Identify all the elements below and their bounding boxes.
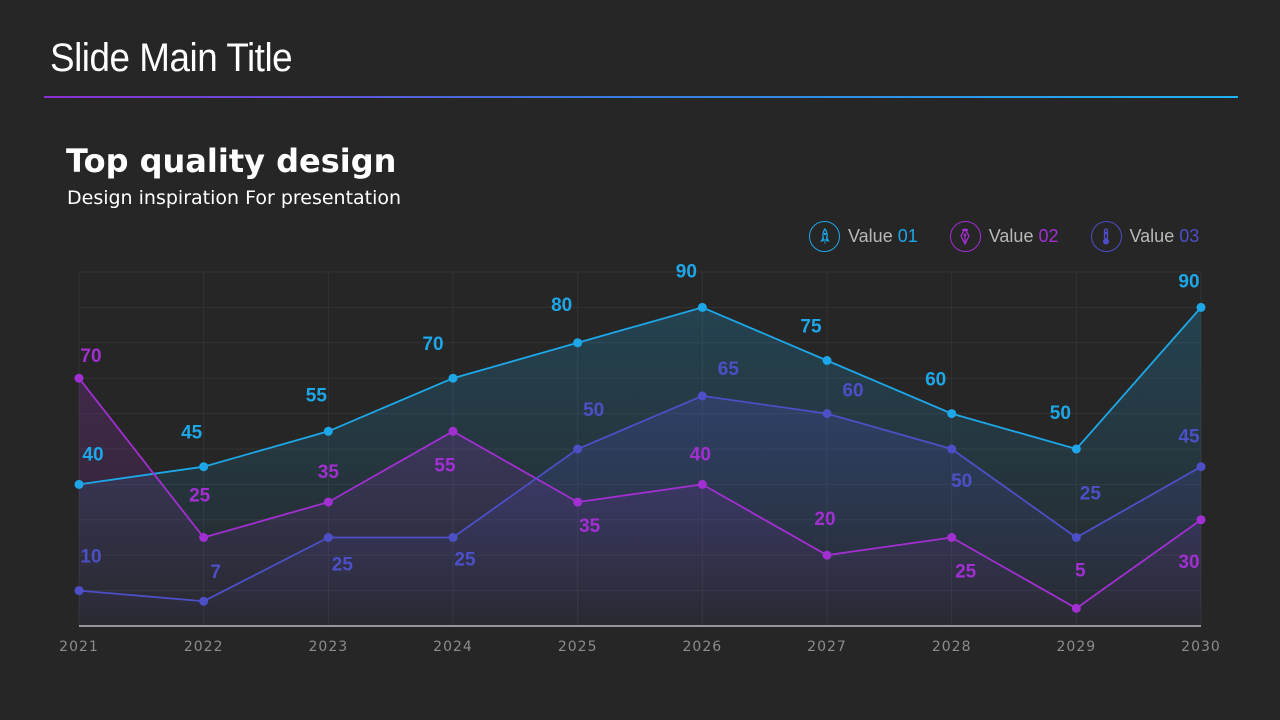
rocket-icon (809, 221, 840, 252)
title-divider (44, 96, 1238, 98)
series-line-2 (78, 377, 1202, 610)
data-point (573, 497, 583, 507)
data-label: 60 (925, 370, 946, 391)
data-point (199, 462, 209, 472)
data-point (448, 426, 458, 436)
data-label: 35 (579, 516, 601, 537)
data-label: 65 (718, 359, 740, 380)
data-label: 50 (1050, 403, 1071, 424)
legend-label: Value 02 (988, 226, 1059, 246)
data-label: 7 (210, 562, 221, 583)
pen-nib-icon (949, 221, 981, 252)
data-point (1196, 462, 1206, 472)
data-point (822, 409, 832, 419)
data-point (697, 479, 707, 489)
x-tick-label: 2022 (184, 639, 224, 655)
data-point (947, 444, 957, 454)
data-point (947, 533, 957, 542)
thermometer-icon (1090, 221, 1122, 252)
data-label: 80 (551, 295, 572, 316)
data-point (1196, 515, 1206, 525)
series-line-3 (78, 394, 1202, 603)
section-subheading: Design inspiration For presentation (67, 187, 402, 209)
data-label: 55 (306, 385, 328, 406)
data-point (199, 533, 209, 542)
data-point (74, 479, 84, 489)
x-tick-label: 2025 (558, 639, 598, 655)
chart-legend: Value 01 Value 02 Value 03 (809, 221, 1199, 252)
data-label: 75 (800, 317, 822, 338)
data-point (323, 533, 333, 542)
data-label: 90 (1178, 271, 1199, 292)
series-line-1 (78, 306, 1202, 486)
slide-title: Slide Main Title (50, 36, 293, 80)
x-tick-label: 2024 (433, 639, 473, 655)
data-point (697, 391, 707, 401)
data-point (448, 373, 458, 383)
x-tick-label: 2021 (59, 639, 99, 655)
data-label: 55 (434, 455, 456, 476)
data-label: 45 (181, 423, 203, 444)
data-point (573, 338, 583, 348)
x-tick-label: 2023 (309, 639, 349, 655)
data-label: 40 (690, 444, 711, 465)
data-label: 20 (814, 509, 835, 530)
data-label: 25 (454, 550, 476, 571)
x-tick-label: 2029 (1057, 639, 1097, 655)
data-label: 45 (1178, 427, 1200, 448)
data-label: 90 (676, 261, 697, 282)
series-area-3 (79, 395, 1201, 626)
data-label: 25 (1080, 484, 1102, 505)
legend-item-value-02: Value 02 (949, 221, 1059, 252)
legend-label: Value 01 (848, 226, 918, 246)
data-label: 25 (189, 486, 211, 507)
legend-label: Value 03 (1129, 226, 1200, 246)
data-point (74, 373, 84, 383)
legend-item-value-03: Value 03 (1090, 221, 1200, 252)
data-point (573, 444, 583, 454)
data-point (199, 596, 209, 606)
data-label: 60 (842, 381, 863, 402)
data-label: 70 (422, 334, 443, 355)
data-point (74, 586, 84, 596)
data-point (323, 497, 333, 507)
data-label: 5 (1075, 560, 1086, 581)
data-point (822, 550, 832, 560)
data-point (1071, 533, 1081, 542)
legend-item-value-01: Value 01 (809, 221, 918, 252)
x-tick-label: 2026 (683, 639, 723, 655)
data-label: 50 (583, 400, 604, 421)
data-label: 25 (332, 555, 354, 576)
data-label: 25 (955, 562, 977, 583)
data-point (1071, 603, 1081, 613)
data-point (1196, 302, 1206, 312)
data-point (323, 426, 333, 436)
data-label: 35 (318, 462, 340, 483)
data-point (697, 302, 707, 312)
data-point (947, 409, 957, 419)
data-label: 70 (80, 346, 101, 367)
data-point (822, 356, 832, 365)
section-heading: Top quality design (66, 142, 397, 180)
x-tick-label: 2028 (932, 639, 972, 655)
data-point (1071, 444, 1081, 454)
data-label: 30 (1178, 552, 1199, 573)
data-label: 10 (80, 547, 101, 568)
data-label: 40 (82, 444, 103, 465)
data-point (448, 533, 458, 542)
x-tick-label: 2027 (807, 639, 847, 655)
data-label: 50 (951, 471, 972, 492)
x-tick-label: 2030 (1181, 639, 1221, 655)
